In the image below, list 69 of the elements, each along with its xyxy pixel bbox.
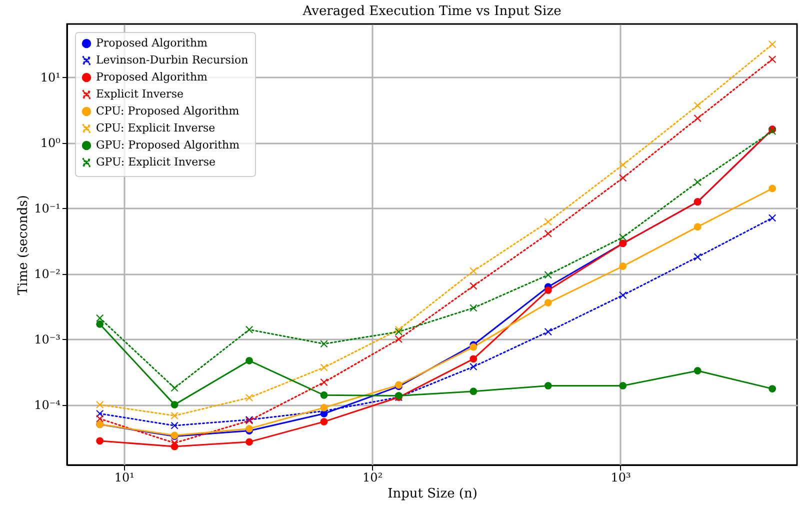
point xyxy=(246,394,253,402)
point xyxy=(544,382,552,390)
point xyxy=(246,356,253,364)
point xyxy=(619,161,627,169)
x-tick-label: 10¹ xyxy=(114,470,134,484)
point xyxy=(619,291,627,299)
y-axis-title: Time (seconds) xyxy=(16,195,32,295)
point xyxy=(96,437,104,445)
point xyxy=(320,364,328,372)
point xyxy=(96,320,104,328)
point xyxy=(768,56,776,63)
point xyxy=(694,253,702,261)
point xyxy=(246,326,253,334)
point xyxy=(694,102,702,110)
point xyxy=(170,412,178,420)
point xyxy=(470,388,478,396)
point xyxy=(320,391,328,399)
point xyxy=(619,234,627,241)
point xyxy=(470,304,478,312)
x-axis-title: Input Size (n) xyxy=(388,486,478,502)
point xyxy=(544,299,552,306)
point xyxy=(470,267,478,275)
point xyxy=(768,184,776,192)
point xyxy=(96,415,104,422)
point xyxy=(170,384,178,392)
point xyxy=(544,286,552,294)
point xyxy=(619,382,627,390)
point xyxy=(694,114,702,122)
x-tick-label: 10³ xyxy=(610,470,632,484)
legend-label: Proposed Algorithm xyxy=(96,36,208,50)
point xyxy=(694,223,702,231)
point xyxy=(544,230,552,238)
legend-label: Explicit Inverse xyxy=(96,88,184,100)
x-tick-label: 10² xyxy=(362,470,383,484)
point xyxy=(395,328,402,336)
point xyxy=(768,385,776,392)
point xyxy=(544,218,552,226)
y-tick-label: 10⁰ xyxy=(40,136,61,150)
point xyxy=(320,404,328,412)
point xyxy=(544,328,552,336)
legend-label: GPU: Explicit Inverse xyxy=(96,156,216,168)
point xyxy=(544,271,552,279)
point xyxy=(96,400,104,408)
point xyxy=(395,335,402,343)
legend-label: CPU: Proposed Algorithm xyxy=(96,104,240,118)
point xyxy=(619,262,627,270)
y-tick-label: 10¹ xyxy=(40,70,60,85)
point xyxy=(320,418,328,426)
y-tick-label: 10⁻³ xyxy=(34,332,61,347)
legend-label: Proposed Algorithm xyxy=(96,70,208,84)
point xyxy=(246,438,253,446)
point xyxy=(170,422,178,430)
point xyxy=(768,214,776,222)
point xyxy=(96,314,104,322)
y-tick-label: 10⁻⁴ xyxy=(34,398,61,412)
y-tick-label: 10⁻¹ xyxy=(34,202,60,216)
legend-label: Levinson-Durbin Recursion xyxy=(96,54,248,66)
legend-label: GPU: Proposed Algorithm xyxy=(96,138,240,152)
point xyxy=(170,400,178,408)
legend-label: CPU: Explicit Inverse xyxy=(96,122,216,134)
y-tick-label: 10⁻² xyxy=(34,267,61,282)
point xyxy=(619,174,627,182)
point xyxy=(694,367,702,374)
point xyxy=(768,40,776,48)
point xyxy=(470,282,478,290)
chart-title: Averaged Execution Time vs Input Size xyxy=(302,4,562,19)
point xyxy=(320,340,328,348)
point xyxy=(470,363,478,370)
point xyxy=(470,355,478,363)
